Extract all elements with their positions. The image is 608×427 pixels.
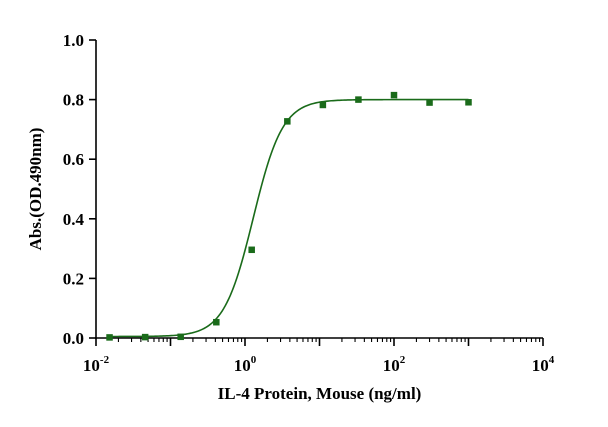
data-point [213, 318, 220, 326]
y-tick-label: 0.0 [63, 329, 84, 348]
data-point [106, 334, 113, 341]
x-tick-label: 104 [532, 354, 555, 375]
axes: 0.0 0.2 0.4 0.6 0.8 1.0 10-2 100 102 104 [63, 31, 555, 375]
y-tick-label: 0.6 [63, 150, 84, 169]
y-tick-label: 0.4 [63, 210, 85, 229]
data-point [355, 96, 362, 103]
fit-curve-line [109, 98, 469, 338]
y-axis-title: Abs.(OD.490nm) [26, 128, 45, 251]
data-point [465, 99, 472, 106]
data-point [426, 99, 433, 106]
x-axis-title: IL-4 Protein, Mouse (ng/ml) [218, 384, 422, 403]
y-tick-label: 1.0 [63, 31, 84, 50]
x-tick-label: 100 [234, 354, 257, 375]
x-tick-label: 102 [383, 354, 406, 375]
x-tick-label: 10-2 [83, 354, 110, 375]
data-point [177, 333, 184, 341]
data-point [248, 246, 255, 254]
y-tick-label: 0.2 [63, 269, 84, 288]
data-point [390, 91, 398, 99]
data-points [106, 91, 472, 341]
data-point [319, 101, 327, 109]
y-tick-label: 0.8 [63, 91, 84, 110]
data-point [284, 118, 291, 125]
fit-curve-layer [109, 98, 469, 338]
data-point [141, 333, 149, 341]
